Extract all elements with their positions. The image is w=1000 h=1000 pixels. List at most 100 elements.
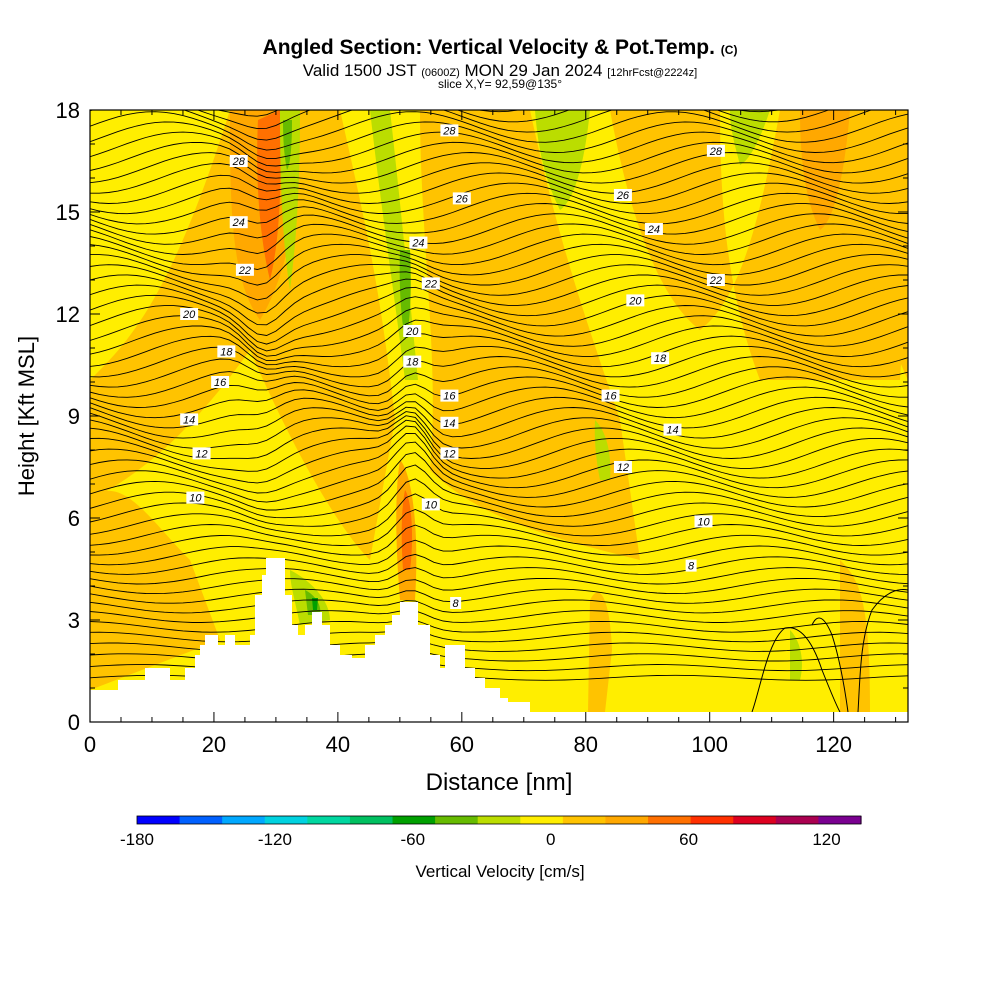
isentrope-line bbox=[90, 588, 908, 604]
contour-label-box bbox=[229, 155, 248, 167]
isentrope-line bbox=[90, 386, 908, 419]
x-tick-label: 100 bbox=[691, 732, 728, 757]
title-unit: (C) bbox=[720, 43, 738, 57]
isentrope-line bbox=[90, 172, 908, 204]
contour-label: 8 bbox=[453, 598, 460, 610]
isentrope-line bbox=[90, 419, 908, 472]
contour-label-box bbox=[663, 423, 682, 436]
contour-label: 28 bbox=[442, 125, 456, 137]
colorbar-tick-label: 120 bbox=[812, 830, 840, 849]
slice-info: slice X,Y= 92,59@135° bbox=[437, 77, 563, 91]
contour-label-box bbox=[452, 192, 471, 205]
contour-label: 28 bbox=[232, 156, 246, 168]
y-tick-label: 12 bbox=[56, 302, 80, 327]
contour-label-box bbox=[440, 416, 459, 429]
colorbar-swatch bbox=[349, 816, 394, 824]
upward-motion-band bbox=[90, 110, 395, 560]
contour-label-box bbox=[403, 325, 422, 337]
contour-label: 20 bbox=[405, 326, 419, 338]
valid-utc: (0600Z) bbox=[421, 67, 460, 79]
isentrope-line bbox=[90, 182, 908, 215]
contour-label-box bbox=[706, 274, 725, 286]
isentrope-line bbox=[90, 152, 908, 184]
isentrope-line bbox=[90, 406, 908, 439]
contour-label-box bbox=[180, 413, 199, 426]
isentrope-line bbox=[90, 110, 873, 141]
colorbar-swatch bbox=[690, 816, 734, 824]
upward-motion-band bbox=[420, 110, 640, 560]
x-tick-label: 40 bbox=[326, 732, 350, 757]
isentrope-line bbox=[90, 599, 908, 614]
x-tick-label: 120 bbox=[815, 732, 852, 757]
upward-motion-band bbox=[840, 560, 870, 712]
y-tick-label: 3 bbox=[68, 608, 80, 633]
contour-label: 20 bbox=[182, 309, 196, 321]
forecast-info: [12hrFcst@2224z] bbox=[607, 67, 698, 79]
isentrope-line bbox=[90, 213, 908, 245]
contour-label: 22 bbox=[709, 275, 722, 287]
upward-motion-band bbox=[257, 110, 281, 280]
y-axis: 0 3 6 9 12 15 18 bbox=[56, 98, 908, 735]
isentrope-line bbox=[90, 433, 908, 494]
isentrope-line bbox=[90, 567, 908, 585]
x-axis-label: Distance [nm] bbox=[426, 769, 573, 796]
colorbar-swatch bbox=[775, 816, 820, 824]
contour-labels: 28 28 28 26 26 24 24 24 22 22 22 20 20 20 18 18 18 16 16 16… bbox=[180, 124, 725, 610]
isentrope-line bbox=[90, 223, 908, 255]
colorbar-label: Vertical Velocity [cm/s] bbox=[415, 862, 585, 881]
isentrope-contour bbox=[857, 589, 908, 713]
contour-label-box bbox=[192, 447, 211, 460]
colorbar: -180 -120 -60 0 60 120 bbox=[120, 815, 862, 849]
contour-label: 24 bbox=[647, 224, 660, 236]
isentrope-line bbox=[90, 286, 908, 345]
colorbar-swatch bbox=[733, 816, 777, 824]
y-axis-label: Height [Kft MSL] bbox=[14, 336, 39, 496]
isentrope-line bbox=[90, 609, 908, 623]
valid-time: Valid 1500 JST (0600Z) MON 29 Jan 2024 [… bbox=[302, 61, 698, 80]
contour-label-box bbox=[685, 559, 697, 572]
contour-label-box bbox=[694, 515, 713, 528]
isentrope-line bbox=[90, 619, 908, 633]
x-axis: 0 20 40 60 80 100 120 bbox=[84, 110, 897, 757]
contour-label-box bbox=[613, 189, 632, 201]
contour-label-box bbox=[211, 376, 230, 388]
colorbar-swatch bbox=[477, 816, 521, 824]
isentrope-line bbox=[90, 452, 908, 511]
contour-label-box bbox=[421, 277, 440, 290]
isentrope-line bbox=[90, 553, 908, 575]
contour-label-box bbox=[440, 447, 459, 460]
downward-motion-band bbox=[312, 598, 318, 610]
contour-label-box bbox=[706, 144, 725, 157]
isentrope-line bbox=[90, 366, 908, 398]
isentrope-line bbox=[90, 71, 908, 103]
isentrope-line bbox=[90, 254, 908, 301]
contour-label: 14 bbox=[443, 418, 455, 430]
contour-label-box bbox=[626, 294, 645, 307]
colorbar-swatch bbox=[562, 816, 607, 824]
isentrope-line bbox=[90, 425, 908, 484]
contour-label: 28 bbox=[709, 146, 723, 158]
contour-label-box bbox=[403, 355, 422, 368]
contour-label: 16 bbox=[214, 377, 227, 389]
y-tick-label: 6 bbox=[68, 506, 80, 531]
contour-label: 14 bbox=[183, 414, 195, 426]
colorbar-frame bbox=[136, 815, 862, 825]
colorbar-swatch bbox=[222, 816, 266, 824]
isentrope-line bbox=[90, 61, 908, 92]
contour-label: 22 bbox=[238, 265, 251, 277]
contour-label: 10 bbox=[697, 516, 710, 528]
isentrope-line bbox=[90, 121, 908, 159]
isentrope-line bbox=[90, 243, 908, 286]
contour-label: 16 bbox=[443, 391, 456, 403]
x-tick-label: 60 bbox=[450, 732, 474, 757]
contour-label: 12 bbox=[195, 448, 207, 460]
contour-label: 12 bbox=[617, 462, 629, 474]
colorbar-tick-label: -60 bbox=[401, 830, 426, 849]
contour-label-box bbox=[644, 223, 663, 235]
isentrope-line bbox=[90, 396, 908, 429]
contour-label: 24 bbox=[411, 238, 424, 250]
colorbar-tick-label: -120 bbox=[258, 830, 292, 849]
colorbar-swatch bbox=[605, 816, 649, 824]
isentrope-line bbox=[90, 307, 908, 357]
